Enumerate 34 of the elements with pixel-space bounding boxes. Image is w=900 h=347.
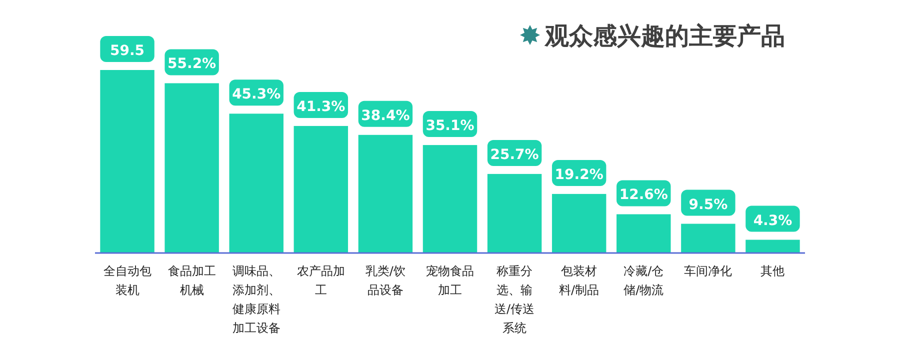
bar (681, 224, 736, 253)
bar (487, 174, 542, 253)
chart-title: 观众感兴趣的主要产品 (544, 22, 785, 50)
data-label: 12.6% (619, 187, 668, 204)
x-tick-label: 乳类/饮品设备 (364, 263, 406, 299)
data-label: 38.4% (361, 108, 410, 124)
data-label: 41.3% (296, 98, 346, 115)
x-tick-label: 宠物食品加工 (425, 263, 475, 299)
bar (616, 214, 671, 253)
x-tick-label: 调味品、添加剂、健康原料加工设备 (231, 263, 282, 337)
x-tick-label: 冷藏/仓储/物流 (622, 263, 665, 299)
x-tick-label: 车间净化 (683, 263, 734, 280)
data-label: 19.2% (554, 166, 604, 183)
data-label: 9.5% (688, 196, 728, 213)
data-label: 59.5 (110, 43, 145, 59)
data-label: 45.3% (232, 86, 281, 103)
bar (422, 145, 478, 253)
bar (358, 134, 413, 253)
data-label: 25.7% (490, 146, 539, 163)
data-label: 35.1% (426, 118, 474, 134)
x-tick-label: 全自动包装机 (102, 263, 152, 299)
x-tick-label: 食品加工机械 (166, 263, 217, 299)
bar (229, 114, 284, 253)
x-tick-label: 其他 (760, 263, 786, 280)
bar (746, 240, 800, 253)
data-label: 55.2% (168, 56, 216, 72)
x-tick-label: 包装材料/制品 (558, 263, 600, 299)
x-tick-label: 称重分选、输送/传送系统 (494, 263, 536, 337)
x-tick-label: 农产品加工 (296, 263, 346, 299)
data-label: 4.3% (753, 212, 792, 229)
bar (164, 83, 219, 253)
bar (100, 70, 154, 253)
bar (294, 126, 348, 253)
bar (552, 194, 606, 253)
